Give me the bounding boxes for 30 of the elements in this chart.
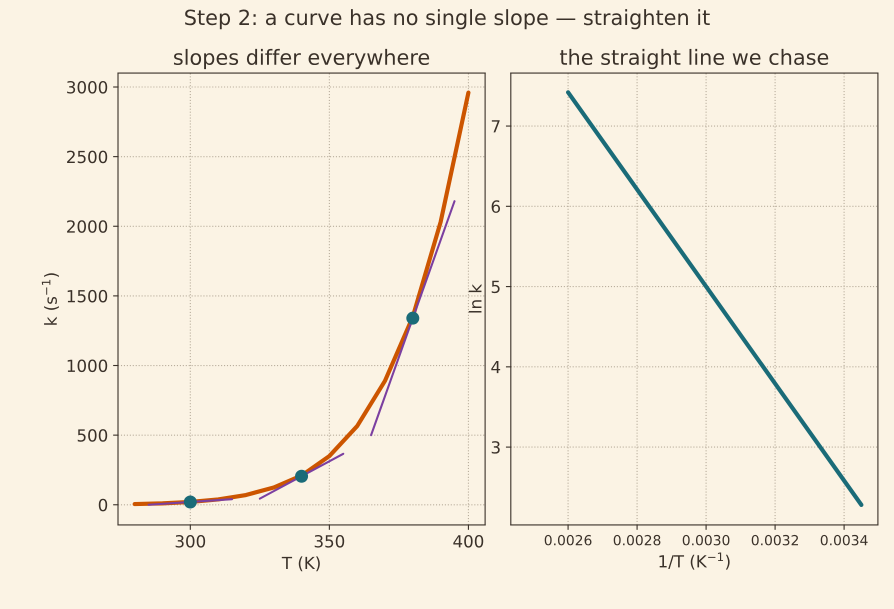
y-axis-title: ln k — [468, 284, 482, 313]
y-tick-label: 5 — [492, 280, 500, 294]
x-tick-label: 350 — [314, 534, 344, 548]
x-tick-label: 0.0028 — [614, 534, 660, 546]
y-tick-label: 2500 — [67, 150, 108, 164]
x-tick-label: 0.0030 — [682, 534, 730, 546]
y-tick-label: 500 — [78, 429, 108, 442]
x-tick-label: 0.0032 — [752, 534, 798, 546]
y-tick-label: 0 — [98, 498, 108, 512]
y-tick-label: 1000 — [68, 359, 108, 372]
y-tick-label: 4 — [491, 361, 500, 374]
y-tick-label: 2000 — [67, 220, 108, 233]
chart-subtitle: slopes differ everywhere — [174, 48, 430, 70]
chart-subtitle: the straight line we chase — [560, 48, 828, 70]
y-tick-label: 1500 — [68, 290, 108, 302]
x-tick-label: 400 — [453, 534, 484, 548]
y-tick-label: 3000 — [67, 80, 108, 94]
y-tick-label: 6 — [492, 200, 500, 213]
x-tick-label: 0.0034 — [820, 534, 868, 546]
x-axis-title: 1/T (K$^{−1}$) — [659, 552, 730, 570]
x-axis-title: T (K) — [282, 556, 320, 572]
point — [295, 470, 308, 483]
x-tick-label: 300 — [176, 534, 206, 548]
y-tick-label: 3 — [492, 441, 500, 454]
y-axis-title: k (s$^{−1}$) — [42, 273, 59, 325]
point — [406, 312, 420, 325]
point — [184, 495, 197, 508]
x-tick-label: 0.0026 — [544, 534, 592, 546]
chart-title: Step 2: a curve has no single slope — straighten it — [185, 9, 710, 30]
y-tick-label: 7 — [492, 120, 500, 132]
